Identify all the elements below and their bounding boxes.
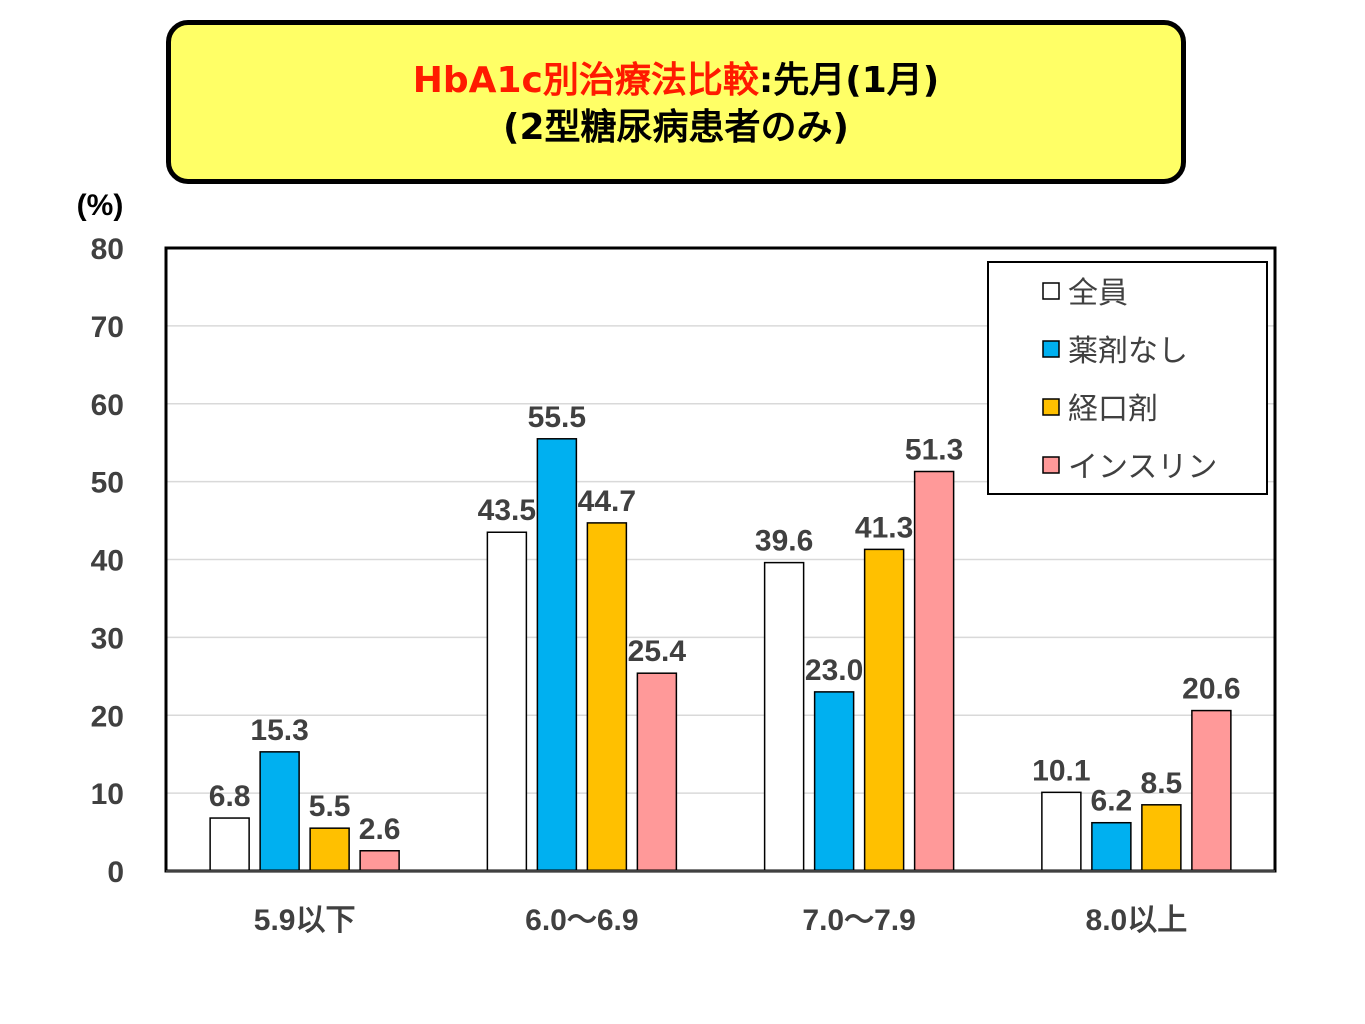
y-tick-label: 0	[107, 856, 124, 889]
chart-title-red: HbA1c別治療法比較	[412, 60, 759, 101]
data-label: 8.5	[1141, 767, 1183, 800]
legend-swatch	[1042, 340, 1060, 358]
legend-swatch	[1042, 398, 1060, 416]
chart-title-black: :先月(1月)	[758, 60, 940, 101]
bar	[1141, 804, 1182, 872]
legend-label: 全員	[1068, 277, 1128, 310]
x-tick-label: 8.0以上	[1086, 904, 1188, 937]
legend-label: 薬剤なし	[1068, 335, 1188, 368]
legend-label: インスリン	[1068, 451, 1217, 484]
data-label: 2.6	[359, 813, 401, 846]
bar	[636, 672, 678, 872]
bar	[863, 548, 905, 872]
bar	[763, 561, 805, 872]
data-label: 23.0	[805, 654, 863, 687]
data-label: 6.2	[1091, 785, 1133, 818]
y-tick-label: 50	[91, 467, 124, 500]
legend-swatch	[1042, 282, 1060, 300]
y-tick-label: 80	[91, 233, 124, 266]
y-tick-label: 20	[91, 700, 124, 733]
x-tick-label: 7.0～7.9	[802, 904, 915, 937]
y-tick-label: 70	[91, 311, 124, 344]
x-tick-label: 5.9以下	[254, 904, 356, 937]
bar	[486, 531, 528, 872]
data-label: 41.3	[855, 511, 913, 544]
y-axis-label: (%)	[77, 189, 124, 222]
chart-title-box: HbA1c別治療法比較:先月(1月) (2型糖尿病患者のみ)	[166, 20, 1186, 184]
data-label: 43.5	[478, 494, 536, 527]
data-label: 10.1	[1032, 754, 1090, 787]
bar	[209, 817, 250, 872]
data-label: 44.7	[578, 485, 636, 518]
bar	[359, 850, 400, 872]
legend	[987, 261, 1268, 495]
legend-swatch	[1042, 456, 1060, 474]
bar	[1091, 821, 1132, 872]
data-label: 5.5	[309, 790, 351, 823]
legend-label: 経口剤	[1068, 393, 1158, 426]
bar	[913, 470, 955, 872]
data-label: 25.4	[628, 635, 687, 668]
bar	[813, 691, 855, 872]
bar	[1191, 709, 1232, 872]
x-tick-label: 6.0～6.9	[525, 904, 638, 937]
chart-subtitle: (2型糖尿病患者のみ)	[503, 107, 849, 148]
data-label: 15.3	[250, 714, 308, 747]
y-tick-label: 10	[91, 778, 124, 811]
bar	[586, 522, 628, 872]
data-label: 55.5	[528, 401, 586, 434]
bar	[309, 827, 350, 872]
data-label: 6.8	[209, 780, 251, 813]
chart-title: HbA1c別治療法比較:先月(1月)	[171, 59, 1181, 103]
data-label: 51.3	[905, 434, 963, 467]
bar	[1041, 791, 1082, 872]
bar	[536, 438, 578, 872]
data-label: 20.6	[1182, 673, 1240, 706]
data-label: 39.6	[755, 525, 813, 558]
y-tick-label: 30	[91, 622, 124, 655]
y-tick-label: 40	[91, 545, 124, 578]
bar	[259, 751, 300, 872]
y-tick-label: 60	[91, 389, 124, 422]
